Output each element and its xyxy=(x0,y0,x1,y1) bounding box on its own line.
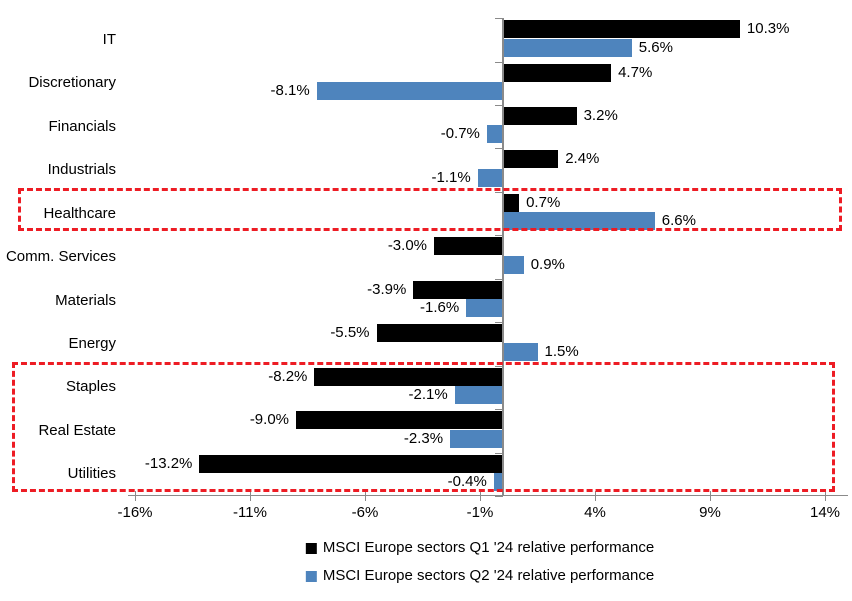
value-label-q1-7: -5.5% xyxy=(330,324,370,342)
chart-legend: MSCI Europe sectors Q1 '24 relative perf… xyxy=(305,539,655,585)
value-label-q2-0: 5.6% xyxy=(638,38,673,56)
bar-q2-2 xyxy=(486,125,503,144)
bar-q2-8 xyxy=(454,386,503,405)
legend-item-q2: MSCI Europe sectors Q2 '24 relative perf… xyxy=(305,567,655,585)
x-axis-tick xyxy=(595,491,596,501)
value-label-q2-9: -2.3% xyxy=(403,429,444,447)
value-label-q1-2: 3.2% xyxy=(583,106,618,124)
value-label-q1-6: -3.9% xyxy=(367,280,407,298)
category-label-1: Discretionary xyxy=(28,74,116,92)
x-axis-tick xyxy=(365,491,366,501)
category-tick xyxy=(495,61,503,63)
category-tick xyxy=(495,409,503,411)
bar-q1-3 xyxy=(503,150,559,169)
bar-q1-2 xyxy=(503,106,577,125)
highlight-box-1 xyxy=(12,361,835,492)
bar-q2-7 xyxy=(503,342,538,361)
category-label-5: Comm. Services xyxy=(5,248,116,265)
category-label-4: Healthcare xyxy=(43,204,116,222)
value-label-q1-9: -9.0% xyxy=(249,411,289,429)
value-label-q2-5: 0.9% xyxy=(530,255,565,273)
y-axis-line xyxy=(502,18,504,496)
legend-label-q1: MSCI Europe sectors Q1 '24 relative perf… xyxy=(322,539,655,556)
category-label-6: Materials xyxy=(55,291,116,309)
bar-q1-5 xyxy=(434,237,503,256)
x-axis-tick xyxy=(250,491,251,501)
value-label-q2-1: -8.1% xyxy=(270,82,310,99)
category-tick xyxy=(495,452,503,454)
value-label-q2-8: -2.1% xyxy=(408,386,448,404)
bar-q2-1 xyxy=(316,82,503,100)
value-label-q1-4: 0.7% xyxy=(526,193,561,211)
category-label-10: Utilities xyxy=(67,465,116,483)
bar-q1-9 xyxy=(296,411,503,430)
category-label-0: IT xyxy=(102,30,116,48)
bar-q2-5 xyxy=(503,255,524,274)
x-axis-tick xyxy=(135,491,136,501)
category-label-2: Financials xyxy=(48,117,116,135)
bar-q2-10 xyxy=(493,473,503,491)
category-tick xyxy=(495,322,503,324)
category-label-9: Real Estate xyxy=(38,421,116,439)
bar-q1-4 xyxy=(503,193,520,212)
x-axis-tick xyxy=(825,491,826,501)
bar-q2-6 xyxy=(466,299,503,318)
value-label-q2-6: -1.6% xyxy=(420,299,460,317)
bar-q2-3 xyxy=(477,168,503,187)
category-label-3: Industrials xyxy=(47,161,116,179)
x-axis-tick-label: 14% xyxy=(809,504,841,521)
category-label-7: Energy xyxy=(68,334,116,352)
value-label-q1-5: -3.0% xyxy=(387,237,427,255)
category-tick xyxy=(495,18,503,19)
category-tick xyxy=(495,278,503,280)
legend-swatch-q1-icon xyxy=(305,542,317,554)
bar-q1-0 xyxy=(503,20,740,38)
x-axis-tick-label: 4% xyxy=(584,504,606,521)
x-axis-tick-label: -6% xyxy=(351,504,379,521)
bar-q1-7 xyxy=(376,324,503,343)
value-label-q2-10: -0.4% xyxy=(447,473,487,490)
legend-swatch-q2-icon xyxy=(305,570,317,582)
highlight-box-0 xyxy=(18,187,842,232)
x-axis-line xyxy=(128,495,848,496)
value-label-q1-0: 10.3% xyxy=(746,20,790,37)
legend-item-q1: MSCI Europe sectors Q1 '24 relative perf… xyxy=(305,539,655,557)
bar-q1-6 xyxy=(413,280,503,299)
x-axis-tick-label: -1% xyxy=(466,504,494,521)
value-label-q1-3: 2.4% xyxy=(565,150,600,168)
value-label-q2-2: -0.7% xyxy=(440,125,480,143)
x-axis-tick xyxy=(710,491,711,501)
category-tick xyxy=(495,104,503,106)
bar-q2-4 xyxy=(503,212,655,231)
x-axis-tick-label: -16% xyxy=(117,504,153,521)
value-label-q2-7: 1.5% xyxy=(544,342,579,360)
category-tick xyxy=(495,235,503,237)
value-label-q2-3: -1.1% xyxy=(431,168,471,186)
legend-label-q2: MSCI Europe sectors Q2 '24 relative perf… xyxy=(322,567,655,584)
bar-q1-10 xyxy=(199,454,503,473)
category-tick xyxy=(495,496,503,497)
bar-q2-9 xyxy=(450,429,503,448)
category-label-8: Staples xyxy=(65,378,116,396)
x-axis-tick-label: 9% xyxy=(699,504,721,521)
category-tick xyxy=(495,191,503,193)
value-label-q1-1: 4.7% xyxy=(618,63,653,81)
value-label-q1-8: -8.2% xyxy=(268,367,308,385)
x-axis-tick xyxy=(480,491,481,501)
value-label-q1-10: -13.2% xyxy=(144,454,193,472)
bar-q1-1 xyxy=(503,63,612,82)
bar-q1-8 xyxy=(314,367,503,386)
value-label-q2-4: 6.6% xyxy=(661,212,696,230)
category-tick xyxy=(495,148,503,150)
x-axis-tick-label: -11% xyxy=(233,504,267,521)
category-tick xyxy=(495,365,503,367)
bar-q2-0 xyxy=(503,38,632,57)
